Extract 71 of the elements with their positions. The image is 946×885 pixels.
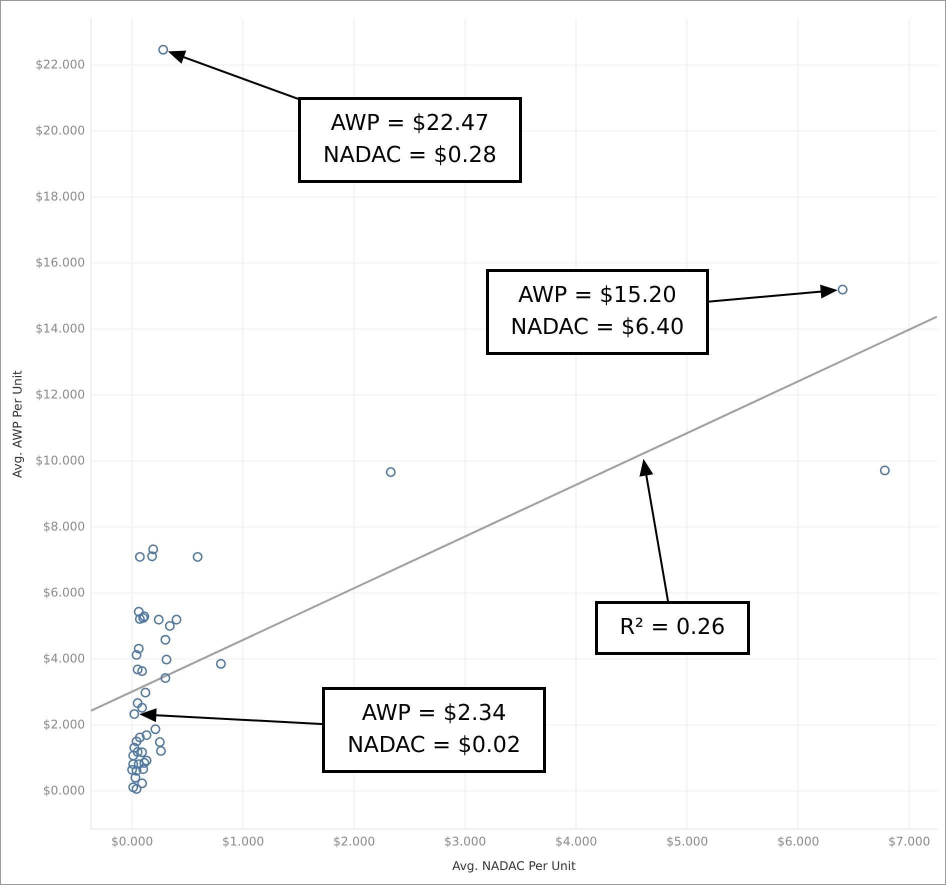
y-tick-label: $18.000 [35,189,86,204]
y-tick-label: $2.000 [43,717,86,732]
x-tick-label: $6.000 [777,834,820,849]
annotation: R² = 0.26 [594,600,750,655]
point [147,551,158,562]
point [132,736,142,746]
y-axis-title: Avg. AWP Per Unit [10,370,24,478]
point [130,772,140,783]
point [132,766,142,776]
point [129,742,140,753]
point [164,620,175,631]
point [134,732,145,742]
x-tick-label: $4.000 [555,834,598,849]
point [128,750,138,761]
point [128,759,138,770]
point [134,552,145,562]
point [132,698,143,708]
annotation: AWP = $2.34 NADAC = $0.02 [322,687,546,774]
x-axis-title: Avg. NADAC Per Unit [452,858,576,873]
point [160,634,170,645]
point [142,730,152,740]
point [138,764,148,774]
x-tick-label: $3.000 [444,834,486,849]
y-tick-label: $8.000 [43,519,86,534]
point [129,709,140,719]
point [128,782,138,792]
point [137,747,148,758]
point [158,44,168,55]
point [150,724,160,734]
y-tick-label: $12.000 [35,387,86,402]
point [139,758,150,768]
y-tick-label: $0.000 [43,783,86,798]
y-tick-label: $14.000 [35,321,86,336]
point [156,746,166,756]
point [134,606,144,617]
point [137,666,148,676]
y-tick-label: $20.000 [35,123,86,138]
point [386,467,396,478]
point [127,764,138,775]
x-tick-label: $2.000 [333,834,376,849]
annotation: AWP = $15.20 NADAC = $6.40 [486,268,710,355]
y-tick-label: $6.000 [43,585,86,600]
point [216,658,226,669]
point [162,654,172,665]
x-tick-label: $7.000 [888,834,930,849]
point [192,552,203,562]
x-tick-label: $5.000 [666,834,708,849]
y-tick-label: $10.000 [35,453,86,468]
y-tick-label: $22.000 [35,57,86,72]
point [134,644,144,654]
point [160,673,170,683]
point [132,664,143,674]
x-tick-label: $0.000 [111,834,154,849]
point [838,284,848,295]
y-tick-label: $16.000 [35,255,86,270]
point [154,737,165,748]
annotation: AWP = $22.47 NADAC = $0.28 [298,96,522,183]
point [132,784,142,794]
point [148,544,158,554]
point [137,702,148,713]
point [880,466,890,476]
point [132,650,142,660]
point [134,614,145,624]
point [154,614,164,625]
point [172,614,182,625]
x-tick-label: $1.000 [222,834,264,849]
point [140,688,150,698]
point [132,747,143,757]
point [142,756,152,766]
point [137,778,148,788]
y-tick-label: $4.000 [43,651,86,666]
